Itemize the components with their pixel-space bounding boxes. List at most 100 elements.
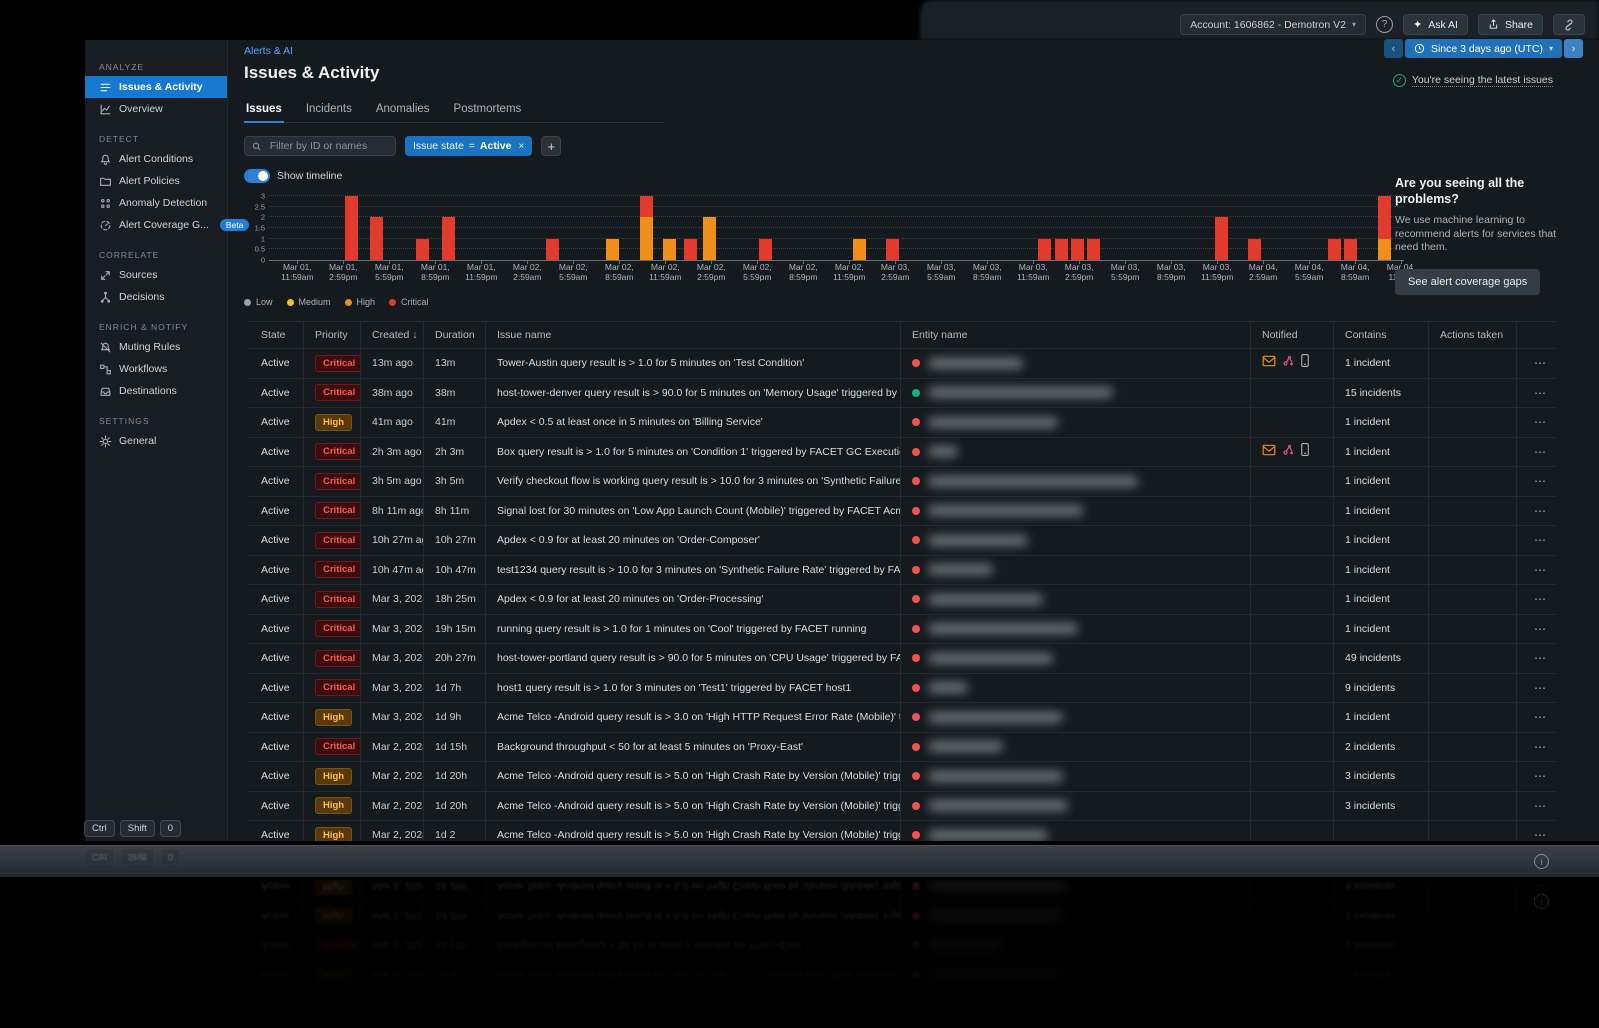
help-button[interactable]: ? xyxy=(1375,16,1393,33)
timeline-bar[interactable] xyxy=(416,238,430,260)
remove-filter-icon[interactable]: × xyxy=(518,140,525,152)
row-menu-button[interactable]: ⋯ xyxy=(1516,762,1556,791)
row-menu-button[interactable]: ⋯ xyxy=(1516,526,1556,555)
entity-cell[interactable] xyxy=(900,467,1250,496)
time-next-button[interactable]: › xyxy=(1564,39,1583,58)
sidebar-item-overview[interactable]: Overview xyxy=(85,98,227,120)
sidebar-item-issues-activity[interactable]: Issues & Activity xyxy=(85,76,227,98)
entity-cell[interactable] xyxy=(900,378,1250,407)
issue-name-cell[interactable]: Acme Telco -Android query result is > 5.… xyxy=(485,762,900,791)
entity-cell[interactable] xyxy=(900,703,1250,732)
entity-cell[interactable] xyxy=(900,437,1250,466)
timeline-bar[interactable] xyxy=(853,238,867,260)
issue-name-cell[interactable]: Box query result is > 1.0 for 5 minutes … xyxy=(485,437,900,466)
timeline-bar[interactable] xyxy=(1087,238,1100,260)
row-menu-button[interactable]: ⋯ xyxy=(1516,349,1556,378)
timeline-bar[interactable] xyxy=(344,196,358,260)
tab-postmortems[interactable]: Postmortems xyxy=(453,103,522,115)
legend-item-critical[interactable]: Critical xyxy=(389,297,429,307)
issue-name-cell[interactable]: host1 query result is > 1.0 for 3 minute… xyxy=(485,673,900,702)
filter-search[interactable] xyxy=(244,136,396,156)
timeline-bar[interactable] xyxy=(1327,238,1341,260)
issue-name-cell[interactable]: Background throughput < 50 for at least … xyxy=(485,732,900,761)
table-row[interactable]: Active High 41m ago 41m Apdex < 0.5 at least… xyxy=(248,408,1556,438)
sidebar-item-sources[interactable]: Sources xyxy=(85,264,227,286)
legend-item-low[interactable]: Low xyxy=(244,297,273,307)
breadcrumb[interactable]: Alerts & AI xyxy=(244,45,294,57)
entity-cell[interactable] xyxy=(900,555,1250,584)
entity-cell[interactable] xyxy=(900,526,1250,555)
issue-name-cell[interactable]: Acme Telco -Android query result is > 5.… xyxy=(485,791,900,820)
entity-cell[interactable] xyxy=(900,496,1250,525)
see-alert-coverage-gaps-button[interactable]: See alert coverage gaps xyxy=(1395,268,1541,295)
timeline-bar[interactable] xyxy=(758,238,772,260)
copy-link-button[interactable] xyxy=(1553,14,1585,35)
timeline-bar[interactable] xyxy=(1038,238,1052,260)
row-menu-button[interactable]: ⋯ xyxy=(1516,555,1556,584)
issue-name-cell[interactable]: Apdex < 0.9 for at least 20 minutes on '… xyxy=(485,526,900,555)
issue-name-cell[interactable]: Apdex < 0.5 at least once in 5 minutes o… xyxy=(485,408,900,437)
timeline-bar[interactable] xyxy=(1215,217,1229,260)
entity-cell[interactable] xyxy=(900,732,1250,761)
table-row[interactable]: Active High Mar 2, 2024 1d 2 Acme Telco -And… xyxy=(248,821,1556,841)
table-row[interactable]: Active Critical 38m ago 38m host-tower-denve… xyxy=(248,378,1556,408)
table-row[interactable]: Active Critical 2h 3m ago 2h 3m Box query re… xyxy=(248,437,1556,467)
timeline-bar[interactable] xyxy=(703,217,717,260)
row-menu-button[interactable]: ⋯ xyxy=(1516,644,1556,673)
issue-state-filter-chip[interactable]: Issue state = Active × xyxy=(405,136,533,156)
timeline-bar[interactable] xyxy=(442,217,456,260)
row-menu-button[interactable]: ⋯ xyxy=(1516,496,1556,525)
timeline-bar[interactable] xyxy=(1248,238,1262,260)
entity-cell[interactable] xyxy=(900,821,1250,841)
timeline-bar[interactable] xyxy=(684,238,698,260)
timeline-bar[interactable] xyxy=(605,238,619,260)
row-menu-button[interactable]: ⋯ xyxy=(1516,614,1556,643)
table-row[interactable]: Active Critical 13m ago 13m Tower-Austin que… xyxy=(248,349,1556,379)
issue-name-cell[interactable]: host-tower-portland query result is > 90… xyxy=(485,644,900,673)
entity-cell[interactable] xyxy=(900,762,1250,791)
issue-name-cell[interactable]: running query result is > 1.0 for 1 minu… xyxy=(485,614,900,643)
row-menu-button[interactable]: ⋯ xyxy=(1516,437,1556,466)
issue-name-cell[interactable]: Signal lost for 30 minutes on 'Low App L… xyxy=(485,496,900,525)
timeline-bar[interactable] xyxy=(886,238,900,260)
entity-cell[interactable] xyxy=(900,791,1250,820)
sidebar-item-alert-coverage-g[interactable]: Alert Coverage G... Beta xyxy=(85,214,250,236)
table-row[interactable]: Active Critical 3h 5m ago 3h 5m Verify check… xyxy=(248,467,1556,497)
issue-name-cell[interactable]: host-tower-denver query result is > 90.0… xyxy=(485,378,900,407)
sidebar-item-anomaly-detection[interactable]: Anomaly Detection xyxy=(85,192,227,214)
tab-anomalies[interactable]: Anomalies xyxy=(375,103,430,115)
issue-name-cell[interactable]: test1234 query result is > 10.0 for 3 mi… xyxy=(485,555,900,584)
sidebar-item-decisions[interactable]: Decisions xyxy=(85,286,227,308)
issue-name-cell[interactable]: Tower-Austin query result is > 1.0 for 5… xyxy=(485,349,900,378)
timeline-bar[interactable] xyxy=(662,238,676,260)
entity-cell[interactable] xyxy=(900,644,1250,673)
show-timeline-toggle[interactable] xyxy=(244,169,270,183)
time-range-picker[interactable]: Since 3 days ago (UTC) ▾ xyxy=(1404,39,1562,58)
row-menu-button[interactable]: ⋯ xyxy=(1516,408,1556,437)
time-prev-button[interactable]: ‹ xyxy=(1383,39,1403,58)
sidebar-item-alert-conditions[interactable]: Alert Conditions xyxy=(85,148,227,170)
tab-incidents[interactable]: Incidents xyxy=(305,103,352,115)
timeline-bar[interactable] xyxy=(639,196,653,260)
sidebar-item-alert-policies[interactable]: Alert Policies xyxy=(85,170,227,192)
issue-name-cell[interactable]: Verify checkout flow is working query re… xyxy=(485,467,900,496)
row-menu-button[interactable]: ⋯ xyxy=(1516,732,1556,761)
issue-name-cell[interactable]: Apdex < 0.9 for at least 20 minutes on '… xyxy=(485,585,900,614)
add-filter-button[interactable]: + xyxy=(541,136,562,156)
table-row[interactable]: Active Critical 8h 11m ago 8h 11m Signal los… xyxy=(248,496,1556,526)
entity-cell[interactable] xyxy=(900,585,1250,614)
row-menu-button[interactable]: ⋯ xyxy=(1516,703,1556,732)
sidebar-item-general[interactable]: General xyxy=(85,430,227,452)
legend-item-medium[interactable]: Medium xyxy=(286,297,331,307)
tab-issues[interactable]: Issues xyxy=(244,99,284,123)
row-menu-button[interactable]: ⋯ xyxy=(1516,673,1556,702)
entity-cell[interactable] xyxy=(900,408,1250,437)
